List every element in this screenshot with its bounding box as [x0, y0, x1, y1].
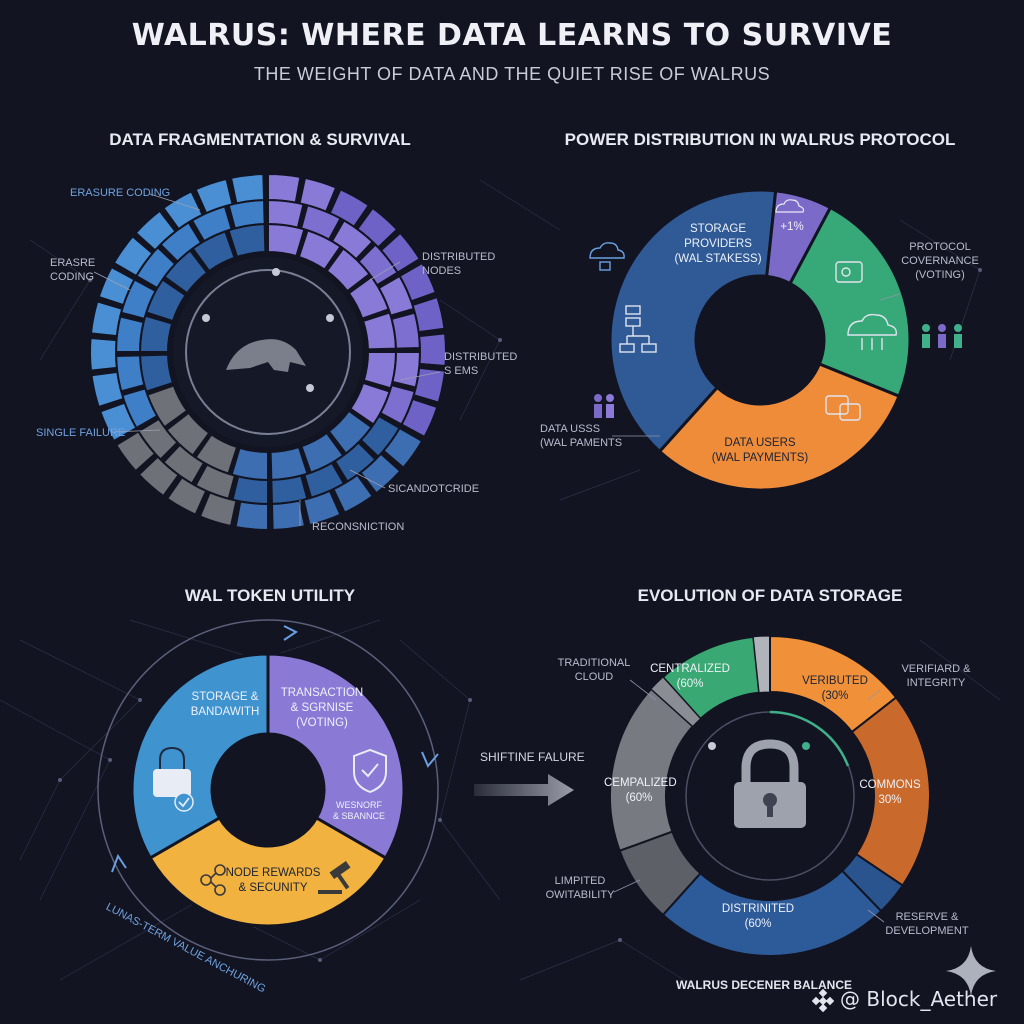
cloud-icon — [847, 313, 898, 350]
database-icon — [825, 261, 863, 421]
ring-arrow-left-icon — [111, 853, 127, 873]
segment-storage-providers: STORAGE PROVIDERS (WAL STAKESS) — [674, 223, 762, 265]
fragment-piece — [379, 231, 422, 274]
segment-transaction: TRANSACTION & SGRNISE (VOTING) — [280, 687, 364, 729]
label-distributed-nodes: DISTRIBUTED NODES — [422, 251, 496, 277]
padlock-icon — [734, 739, 806, 828]
panel2-title: POWER DISTRIBUTION IN WALRUS PROTOCOL — [564, 130, 956, 149]
fragment-piece — [97, 265, 136, 307]
label-traditional-cloud: TRADITIONAL CLOUD — [557, 657, 631, 683]
panel4-title: EVOLUTION OF DATA STORAGE — [637, 586, 903, 605]
fragment-piece — [300, 431, 345, 474]
segment-verified: VERIBUTED (30% — [802, 675, 868, 702]
fragment-piece — [229, 173, 266, 205]
fragment-piece — [112, 234, 154, 278]
network-nodes-icon — [200, 864, 226, 896]
label-reconstruction: RECONSNICTION — [312, 521, 405, 533]
sparkle-icon — [946, 946, 996, 996]
bottom-caption: WALRUS DECENER BALANCE — [676, 978, 853, 992]
fragment-piece — [398, 261, 438, 303]
panel1-title: DATA FRAGMENTATION & SURVIVAL — [109, 130, 411, 149]
fragment-piece — [270, 499, 307, 531]
users-icon — [594, 324, 962, 418]
label-data-uses: DATA USSS (WAL PAMENTS — [540, 423, 623, 449]
ring-arrow-right-icon — [421, 751, 439, 768]
fragment-piece — [165, 475, 208, 516]
fragment-piece — [137, 455, 181, 498]
fragment-piece — [418, 332, 447, 368]
label-verified-integrity: VERIFIARD & INTEGRITY — [901, 663, 971, 689]
shield-check-icon — [353, 748, 387, 794]
binance-logo-icon — [811, 988, 835, 1013]
fragment-piece — [267, 172, 302, 204]
fragment-piece — [114, 430, 157, 473]
segment-storage-bandwidth: STORAGE & BANDAWITH — [190, 691, 260, 718]
segment-purple-pct: +1% — [780, 221, 804, 233]
fragment-piece — [359, 452, 402, 495]
lock-icon — [153, 746, 194, 812]
server-icon — [619, 305, 657, 353]
cloud-small-icon — [775, 199, 805, 213]
fragment-piece — [198, 491, 238, 528]
fragment-piece — [412, 366, 447, 404]
segment-centralized: CENTRALIZED (60% — [650, 663, 730, 690]
segment-gray-centralized: CEMPALIZED (60% — [604, 777, 677, 804]
label-distributed-systems: DISTRIBUTED S EMS — [444, 351, 518, 377]
fragment-piece — [89, 336, 118, 372]
fragment-piece — [89, 300, 124, 338]
page-subtitle: THE WEIGHT OF DATA AND THE QUIET RISE OF… — [253, 64, 771, 84]
watermark-text: @ Block_Aether — [840, 987, 998, 1011]
walrus-logo-icon — [226, 339, 306, 372]
segment-distributed: DISTRINITED (60% — [721, 903, 795, 930]
fragment-piece — [90, 370, 125, 409]
fragment-piece — [382, 426, 424, 470]
fragment-piece — [328, 188, 371, 229]
cloud-lock-icon — [589, 242, 625, 271]
fragment-piece — [411, 295, 446, 334]
page-title: WALRUS: WHERE DATA LEARNS TO SURVIVE — [131, 18, 893, 53]
panel3-title: WAL TOKEN UTILITY — [184, 586, 356, 605]
fragment-piece — [191, 230, 236, 273]
fragment-piece — [146, 384, 189, 429]
ring-arrow-top-icon — [283, 625, 298, 641]
segment-data-users: DATA USERS (WAL PAYMENTS) — [711, 437, 809, 464]
label-erasure-coding-top: ERASURE CODING — [70, 187, 171, 199]
fragment-piece — [400, 397, 439, 439]
segment-governance: WESNORF & SBANNCE — [332, 800, 385, 821]
label-limited-availability: LIMPITED OWITABILITY — [545, 875, 615, 901]
arrow-label: SHIFTINE FALURE — [480, 750, 585, 764]
fragment-piece — [355, 206, 399, 249]
segment-commons: COMMONS 30% — [859, 779, 921, 806]
segment-node-rewards: NODE REWARDS & SECUNITY — [225, 867, 321, 894]
fragment-piece — [194, 177, 234, 215]
fragment-piece — [298, 176, 338, 213]
gavel-icon — [318, 860, 351, 894]
fragment-piece — [332, 473, 375, 514]
fragment-piece — [302, 489, 342, 527]
fragment-piece — [161, 190, 204, 231]
shift-arrow-icon — [474, 774, 574, 806]
label-protocol-governance: PROTOCOL COVERNANCE (VOTING) — [901, 241, 979, 281]
fragment-piece — [234, 500, 269, 532]
label-erasure-coding-left: ERASRE CODING — [50, 257, 96, 283]
fragment-piece — [134, 209, 177, 252]
label-single-failure: SINGLE FAILURE — [36, 427, 126, 439]
label-reserve-development: RESERVE & DEVELOPMENT — [885, 911, 969, 937]
label-storage: SICANDOTCRIDE — [388, 483, 480, 495]
fragment-piece — [347, 275, 390, 320]
